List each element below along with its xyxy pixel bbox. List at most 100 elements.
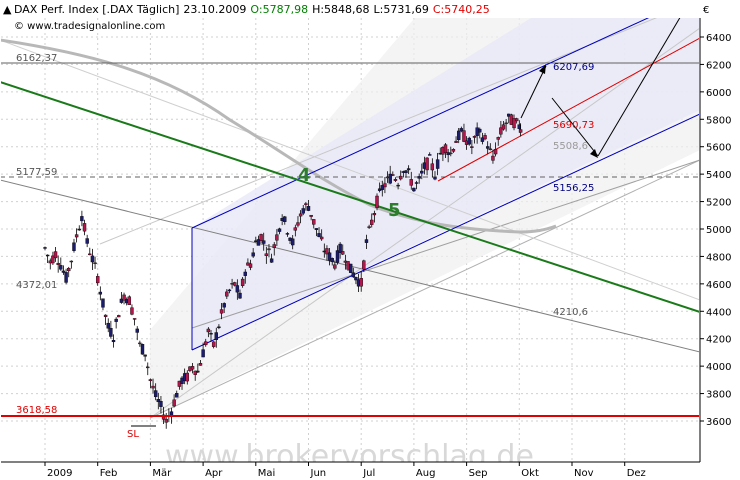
candle-body (206, 328, 211, 333)
projection-arrows (520, 18, 681, 157)
header-instrument: DAX Perf. Index [.DAX Täglich] (14, 3, 179, 16)
candle-body (267, 248, 271, 251)
candle-body (449, 152, 453, 155)
candle-body (512, 118, 516, 129)
candle-body (370, 219, 374, 225)
candle-body (470, 146, 474, 148)
gray-trendline-lower (149, 159, 699, 419)
candle-body (151, 385, 155, 389)
candle-body (61, 270, 66, 273)
candle-body (443, 144, 448, 154)
y-tick-label: 4800 (706, 252, 731, 263)
candle-body (146, 366, 150, 369)
candle-body (504, 122, 508, 125)
x-tick-label: Mär (152, 468, 172, 479)
candle-body (67, 267, 71, 272)
candle-body (451, 149, 456, 152)
candle-body (285, 233, 290, 235)
candle-body (341, 251, 345, 255)
candle-body (417, 176, 421, 179)
candle-body (161, 414, 166, 420)
candle-body (409, 179, 413, 186)
candle-body (367, 226, 371, 228)
level-label-4372: 4372,01 (16, 280, 57, 291)
candle-body (306, 206, 311, 211)
candle-body (214, 332, 218, 341)
candle-body (90, 255, 95, 263)
candle-body (348, 263, 353, 273)
candle-body (462, 130, 466, 142)
candle-body (117, 315, 121, 318)
gray-trendline-descending (1, 39, 699, 301)
candle-body (414, 182, 419, 184)
candle-body (496, 137, 500, 140)
watermark: www.brokervorschlag.de (165, 439, 534, 474)
candle-body (491, 155, 495, 161)
x-tick-label: Jul (362, 468, 375, 479)
candle-body (372, 213, 377, 216)
y-tick-label: 5800 (706, 115, 731, 126)
x-tick-label: Dez (627, 468, 646, 479)
candle-body (190, 366, 195, 370)
candle-body (130, 307, 134, 315)
candle-body (175, 393, 179, 398)
candle-body (56, 262, 60, 265)
header-date: 23.10.2009 (183, 3, 246, 16)
arrow-head-2-icon (590, 149, 598, 158)
candle-body (420, 170, 424, 174)
candle-body (388, 173, 392, 184)
candle-body (262, 240, 266, 244)
candle-body (256, 239, 261, 246)
blue-channel-lower (191, 113, 699, 351)
y-axis-ticks: 6400 6200 6000 5800 5600 5400 5200 5000 4800 4600… (700, 33, 731, 428)
x-tick-label: Mai (258, 468, 276, 479)
candle-body (293, 227, 298, 231)
candle-body (290, 238, 295, 246)
candle-body (298, 213, 303, 217)
candle-body (217, 326, 221, 329)
candle-body (330, 258, 334, 262)
candle-body (132, 318, 137, 320)
candle-body (264, 253, 269, 256)
candle-body (156, 399, 161, 403)
gray-trendline-fan (191, 159, 699, 329)
candle-body (319, 236, 324, 240)
candle-body (53, 251, 58, 259)
x-axis-ticks: 2009 Feb Mär Apr Mai Jun Jul Aug Sep Okt Nov Dez (44, 462, 646, 479)
candle-body (153, 390, 158, 398)
candle-body (185, 372, 189, 382)
candle-body (327, 252, 332, 261)
candle-body (193, 370, 197, 375)
candle-body (459, 128, 464, 132)
candle-body (485, 146, 490, 149)
candle-body (51, 255, 55, 264)
candle-body (93, 262, 97, 265)
blue-channel-upper (191, 18, 650, 229)
candle-body (59, 265, 63, 270)
candle-body (98, 291, 103, 295)
candle-body (428, 154, 432, 156)
x-tick-label: Apr (205, 468, 223, 479)
candle-body (518, 129, 523, 133)
x-tick-label: Feb (100, 468, 118, 479)
y-tick-label: 4000 (706, 362, 731, 373)
wave-5-label: 5 (388, 200, 401, 221)
candle-body (354, 277, 358, 281)
candle-body (111, 340, 116, 343)
candle-body (480, 137, 485, 142)
y-tick-label: 6200 (706, 60, 731, 71)
level-label-3618: 3618,58 (16, 405, 57, 416)
candle-body (472, 136, 477, 138)
candle-body (296, 222, 300, 226)
candle-body (309, 214, 313, 217)
candle-body (119, 298, 124, 303)
candle-body (77, 228, 81, 231)
candle-body (248, 263, 253, 268)
x-tick-label: Jun (310, 468, 327, 479)
candle-body (251, 252, 255, 257)
annotation-5690: 5690,73 (553, 120, 594, 131)
y-tick-label: 3800 (706, 390, 731, 401)
candle-body (301, 208, 305, 214)
currency-label: € (703, 5, 709, 16)
